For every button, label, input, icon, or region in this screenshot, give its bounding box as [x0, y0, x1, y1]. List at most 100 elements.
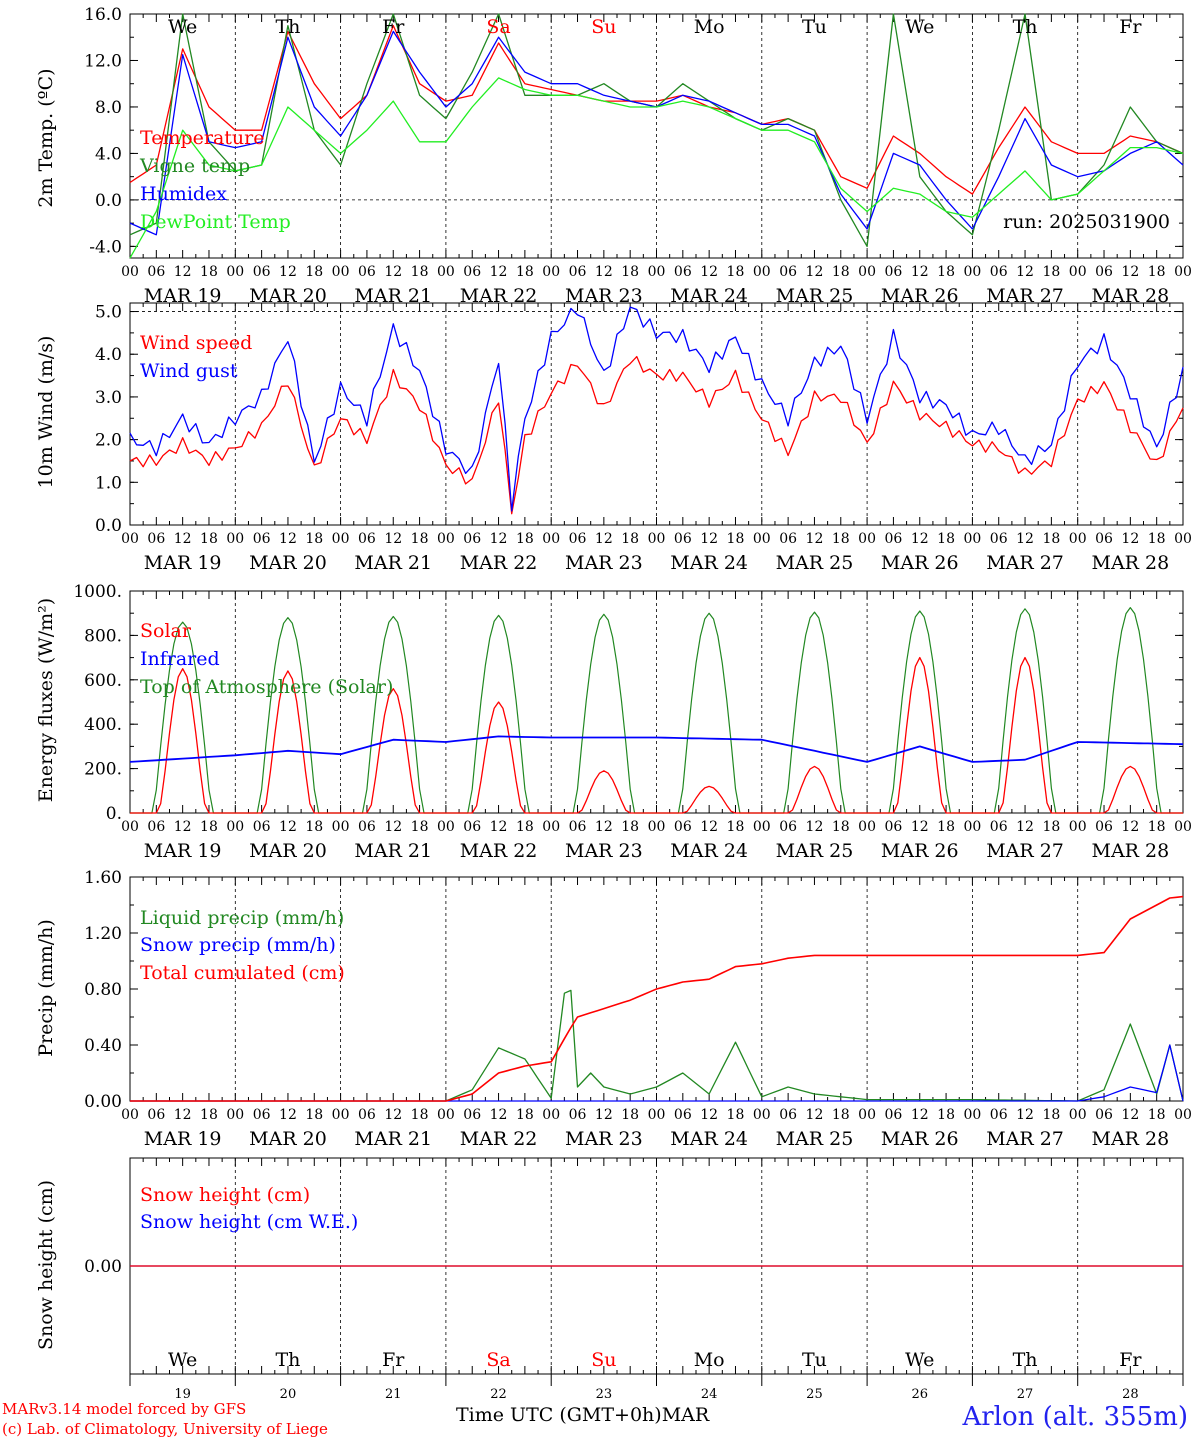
weekday-label: We — [905, 16, 934, 38]
y-tick-label: 1.60 — [84, 868, 122, 888]
hour-tick-label: 00 — [1069, 264, 1087, 280]
hour-tick-label: 18 — [200, 819, 218, 835]
weekday-label: We — [168, 16, 197, 38]
series-line-total-cumulated-cm- — [130, 895, 1184, 1102]
hour-tick-label: 12 — [174, 264, 192, 280]
weekday-label: Th — [275, 16, 300, 38]
hour-tick-label: 18 — [727, 264, 745, 280]
hour-tick-label: 00 — [542, 264, 560, 280]
hour-tick-label: 18 — [200, 531, 218, 547]
date-label: MAR 21 — [354, 840, 432, 862]
date-label: MAR 25 — [776, 285, 854, 307]
hour-tick-label: 06 — [463, 264, 481, 280]
y-tick-label: 0. — [106, 804, 122, 824]
weekday-label-bottom: Tu — [802, 1349, 827, 1371]
hour-tick-label: 06 — [990, 531, 1008, 547]
hour-tick-label: 00 — [226, 1107, 244, 1123]
hour-tick-label: 06 — [885, 264, 903, 280]
y-tick-label: 12.0 — [84, 51, 122, 71]
y-tick-label: 4.0 — [95, 345, 122, 365]
hour-tick-label: 06 — [569, 819, 587, 835]
hour-tick-label: 06 — [147, 1107, 165, 1123]
date-label: MAR 27 — [986, 1128, 1064, 1150]
series-line-dewpoint-temp — [129, 77, 1184, 259]
hour-tick-label: 18 — [411, 819, 429, 835]
hour-tick-label: 06 — [990, 819, 1008, 835]
y-tick-label: 0.40 — [84, 1036, 122, 1056]
hour-tick-label: 00 — [963, 531, 981, 547]
hour-tick-label: 12 — [700, 819, 718, 835]
hour-tick-label: 18 — [727, 531, 745, 547]
date-label: MAR 22 — [460, 552, 538, 574]
hour-tick-label: 00 — [332, 819, 350, 835]
date-label: MAR 22 — [460, 840, 538, 862]
y-tick-label: 800. — [84, 626, 122, 646]
hour-tick-label: 12 — [700, 264, 718, 280]
weekday-label: Mo — [694, 16, 725, 38]
hour-tick-label: 00 — [858, 531, 876, 547]
date-label: MAR 25 — [776, 552, 854, 574]
date-label: MAR 22 — [460, 285, 538, 307]
time-axis-title: Time UTC (GMT+0h)MAR — [456, 1404, 709, 1426]
date-label: MAR 26 — [881, 1128, 959, 1150]
hour-tick-label: 00 — [437, 819, 455, 835]
hour-tick-label: 18 — [937, 1107, 955, 1123]
hour-tick-label: 06 — [253, 531, 271, 547]
series-line-solar — [130, 656, 1183, 814]
hour-tick-label: 00 — [121, 264, 139, 280]
hour-tick-label: 18 — [727, 1107, 745, 1123]
hour-tick-label: 12 — [174, 531, 192, 547]
y-tick-label: 0.00 — [84, 1257, 122, 1277]
y-tick-label: 16.0 — [84, 5, 122, 25]
hour-tick-label: 00 — [332, 1107, 350, 1123]
date-label: MAR 21 — [354, 285, 432, 307]
hour-tick-label: 06 — [674, 531, 692, 547]
hour-tick-label: 00 — [648, 819, 666, 835]
y-tick-label: 3.0 — [95, 388, 122, 408]
hour-tick-label: 06 — [358, 531, 376, 547]
hour-tick-label: 06 — [147, 819, 165, 835]
date-label: MAR 28 — [1091, 285, 1169, 307]
day-number-label: 22 — [490, 1387, 507, 1402]
hour-tick-label: 12 — [911, 819, 929, 835]
date-label: MAR 24 — [670, 840, 748, 862]
hour-tick-label: 06 — [779, 531, 797, 547]
hour-tick-label: 00 — [753, 1107, 771, 1123]
hour-tick-label: 12 — [490, 819, 508, 835]
hour-tick-label: 12 — [384, 531, 402, 547]
weekday-label: Sa — [486, 16, 510, 38]
hour-tick-label: 18 — [1042, 531, 1060, 547]
date-label: MAR 19 — [144, 285, 222, 307]
hour-tick-label: 00 — [648, 1107, 666, 1123]
hour-tick-label: 18 — [832, 531, 850, 547]
run-label: run: 2025031900 — [1003, 211, 1170, 233]
hour-tick-label: 00 — [648, 531, 666, 547]
hour-tick-label: 06 — [1095, 819, 1113, 835]
day-number-label: 28 — [1122, 1387, 1139, 1402]
hour-tick-label: 00 — [437, 264, 455, 280]
hour-tick-label: 00 — [1174, 1107, 1192, 1123]
hour-tick-label: 18 — [1042, 819, 1060, 835]
legend-entry: Temperature — [140, 127, 264, 149]
hour-tick-label: 12 — [490, 531, 508, 547]
day-number-label: 25 — [806, 1387, 823, 1402]
hour-tick-label: 06 — [253, 1107, 271, 1123]
hour-tick-label: 00 — [1174, 531, 1192, 547]
hour-tick-label: 00 — [1174, 819, 1192, 835]
hour-tick-label: 12 — [595, 819, 613, 835]
hour-tick-label: 18 — [1042, 264, 1060, 280]
model-credit: MARv3.14 model forced by GFS — [2, 1400, 247, 1418]
legend-entry: Snow height (cm) — [140, 1184, 310, 1206]
hour-tick-label: 12 — [1016, 531, 1034, 547]
hour-tick-label: 00 — [858, 819, 876, 835]
hour-tick-label: 12 — [806, 1107, 824, 1123]
hour-tick-label: 06 — [147, 264, 165, 280]
series-line-wind-speed — [129, 355, 1184, 515]
hour-tick-label: 06 — [358, 264, 376, 280]
hour-tick-label: 18 — [516, 264, 534, 280]
hour-tick-label: 06 — [358, 819, 376, 835]
hour-tick-label: 00 — [1069, 819, 1087, 835]
hour-tick-label: 06 — [569, 1107, 587, 1123]
weekday-label-bottom: Fr — [1119, 1349, 1142, 1371]
